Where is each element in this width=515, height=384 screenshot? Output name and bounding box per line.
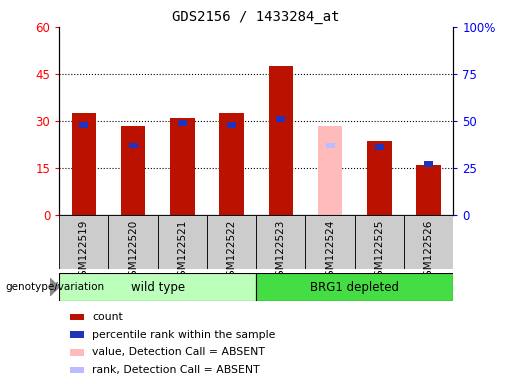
Text: value, Detection Call = ABSENT: value, Detection Call = ABSENT xyxy=(92,348,265,358)
Bar xyxy=(129,142,138,148)
Text: wild type: wild type xyxy=(131,281,185,293)
Text: GSM122526: GSM122526 xyxy=(423,219,434,283)
Bar xyxy=(70,349,84,356)
Text: GSM122522: GSM122522 xyxy=(227,219,236,283)
Bar xyxy=(70,367,84,373)
Bar xyxy=(325,142,335,148)
Bar xyxy=(59,273,256,301)
Text: GSM122525: GSM122525 xyxy=(374,219,384,283)
Bar xyxy=(416,165,441,215)
Bar xyxy=(70,331,84,338)
Text: percentile rank within the sample: percentile rank within the sample xyxy=(92,329,276,339)
Title: GDS2156 / 1433284_at: GDS2156 / 1433284_at xyxy=(173,10,340,25)
Bar xyxy=(158,215,207,269)
Text: rank, Detection Call = ABSENT: rank, Detection Call = ABSENT xyxy=(92,365,260,375)
Bar xyxy=(318,126,342,215)
Bar xyxy=(424,161,433,167)
Bar xyxy=(72,113,96,215)
Bar xyxy=(59,215,109,269)
Bar xyxy=(170,118,195,215)
Bar xyxy=(227,122,236,127)
Bar xyxy=(178,120,187,126)
Bar xyxy=(305,215,355,269)
Bar xyxy=(121,126,145,215)
Text: BRG1 depleted: BRG1 depleted xyxy=(310,281,399,293)
Text: GSM122523: GSM122523 xyxy=(276,219,286,283)
Bar xyxy=(277,116,285,122)
Text: GSM122524: GSM122524 xyxy=(325,219,335,283)
Bar xyxy=(355,215,404,269)
Text: count: count xyxy=(92,312,123,322)
Bar xyxy=(268,66,293,215)
Bar xyxy=(109,215,158,269)
Text: GSM122521: GSM122521 xyxy=(177,219,187,283)
Bar xyxy=(404,215,453,269)
Bar xyxy=(207,215,256,269)
Text: genotype/variation: genotype/variation xyxy=(5,282,104,292)
Polygon shape xyxy=(50,278,59,296)
Text: GSM122519: GSM122519 xyxy=(79,219,89,283)
Bar xyxy=(70,314,84,320)
Bar xyxy=(219,113,244,215)
Bar xyxy=(367,141,391,215)
Text: GSM122520: GSM122520 xyxy=(128,219,138,283)
Bar xyxy=(256,273,453,301)
Bar xyxy=(256,215,305,269)
Bar xyxy=(79,122,88,127)
Bar xyxy=(375,144,384,150)
